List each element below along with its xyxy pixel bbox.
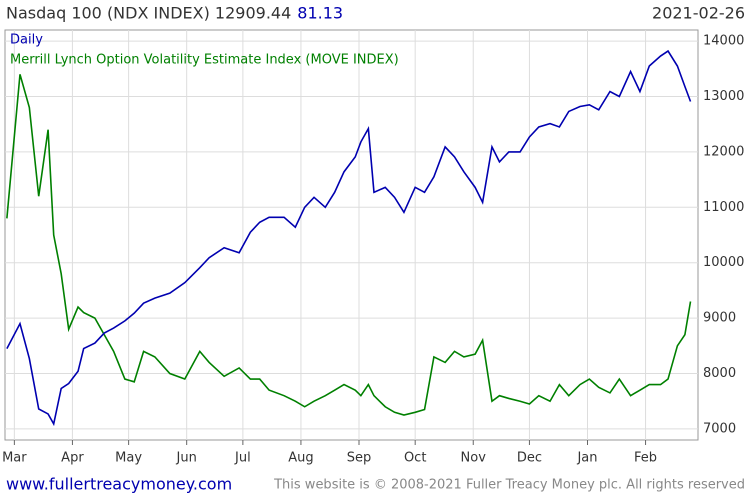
series-line bbox=[6, 49, 692, 427]
footer-copyright: This website is © 2008-2021 Fuller Treac… bbox=[273, 478, 745, 493]
y-tick-label: 7000 bbox=[703, 421, 736, 436]
series-line bbox=[6, 74, 692, 416]
x-tick-label: Sep bbox=[347, 451, 372, 466]
legend-entry: Merrill Lynch Option Volatility Estimate… bbox=[10, 53, 399, 68]
legend-entry: Daily bbox=[10, 33, 43, 48]
y-tick-label: 9000 bbox=[703, 311, 736, 326]
plot-frame bbox=[4, 29, 699, 441]
y-tick-label: 8000 bbox=[703, 366, 736, 381]
y-tick-label: 10000 bbox=[703, 255, 744, 270]
y-tick-label: 14000 bbox=[703, 34, 744, 49]
x-tick-label: Dec bbox=[517, 451, 542, 466]
footer-link[interactable]: www.fullertreacymoney.com bbox=[6, 475, 232, 494]
chart-title: Nasdaq 100 (NDX INDEX) 12909.44 bbox=[6, 4, 291, 23]
x-tick-label: Aug bbox=[288, 451, 313, 466]
x-tick-label: Jun bbox=[176, 451, 197, 466]
x-tick-label: Feb bbox=[634, 451, 657, 466]
y-tick-label: 11000 bbox=[703, 200, 744, 215]
x-tick-label: Jan bbox=[576, 451, 597, 466]
date: 2021-02-26 bbox=[652, 4, 745, 23]
y-tick-label: 12000 bbox=[703, 144, 744, 159]
x-tick-label: Jul bbox=[234, 451, 251, 466]
y-tick-label: 13000 bbox=[703, 89, 744, 104]
x-tick-label: Mar bbox=[2, 451, 27, 466]
x-tick-label: May bbox=[115, 451, 142, 466]
title-change: 81.13 bbox=[297, 4, 343, 23]
x-tick-label: Nov bbox=[461, 451, 487, 466]
x-tick-label: Oct bbox=[404, 451, 426, 466]
x-tick-label: Apr bbox=[61, 451, 84, 466]
